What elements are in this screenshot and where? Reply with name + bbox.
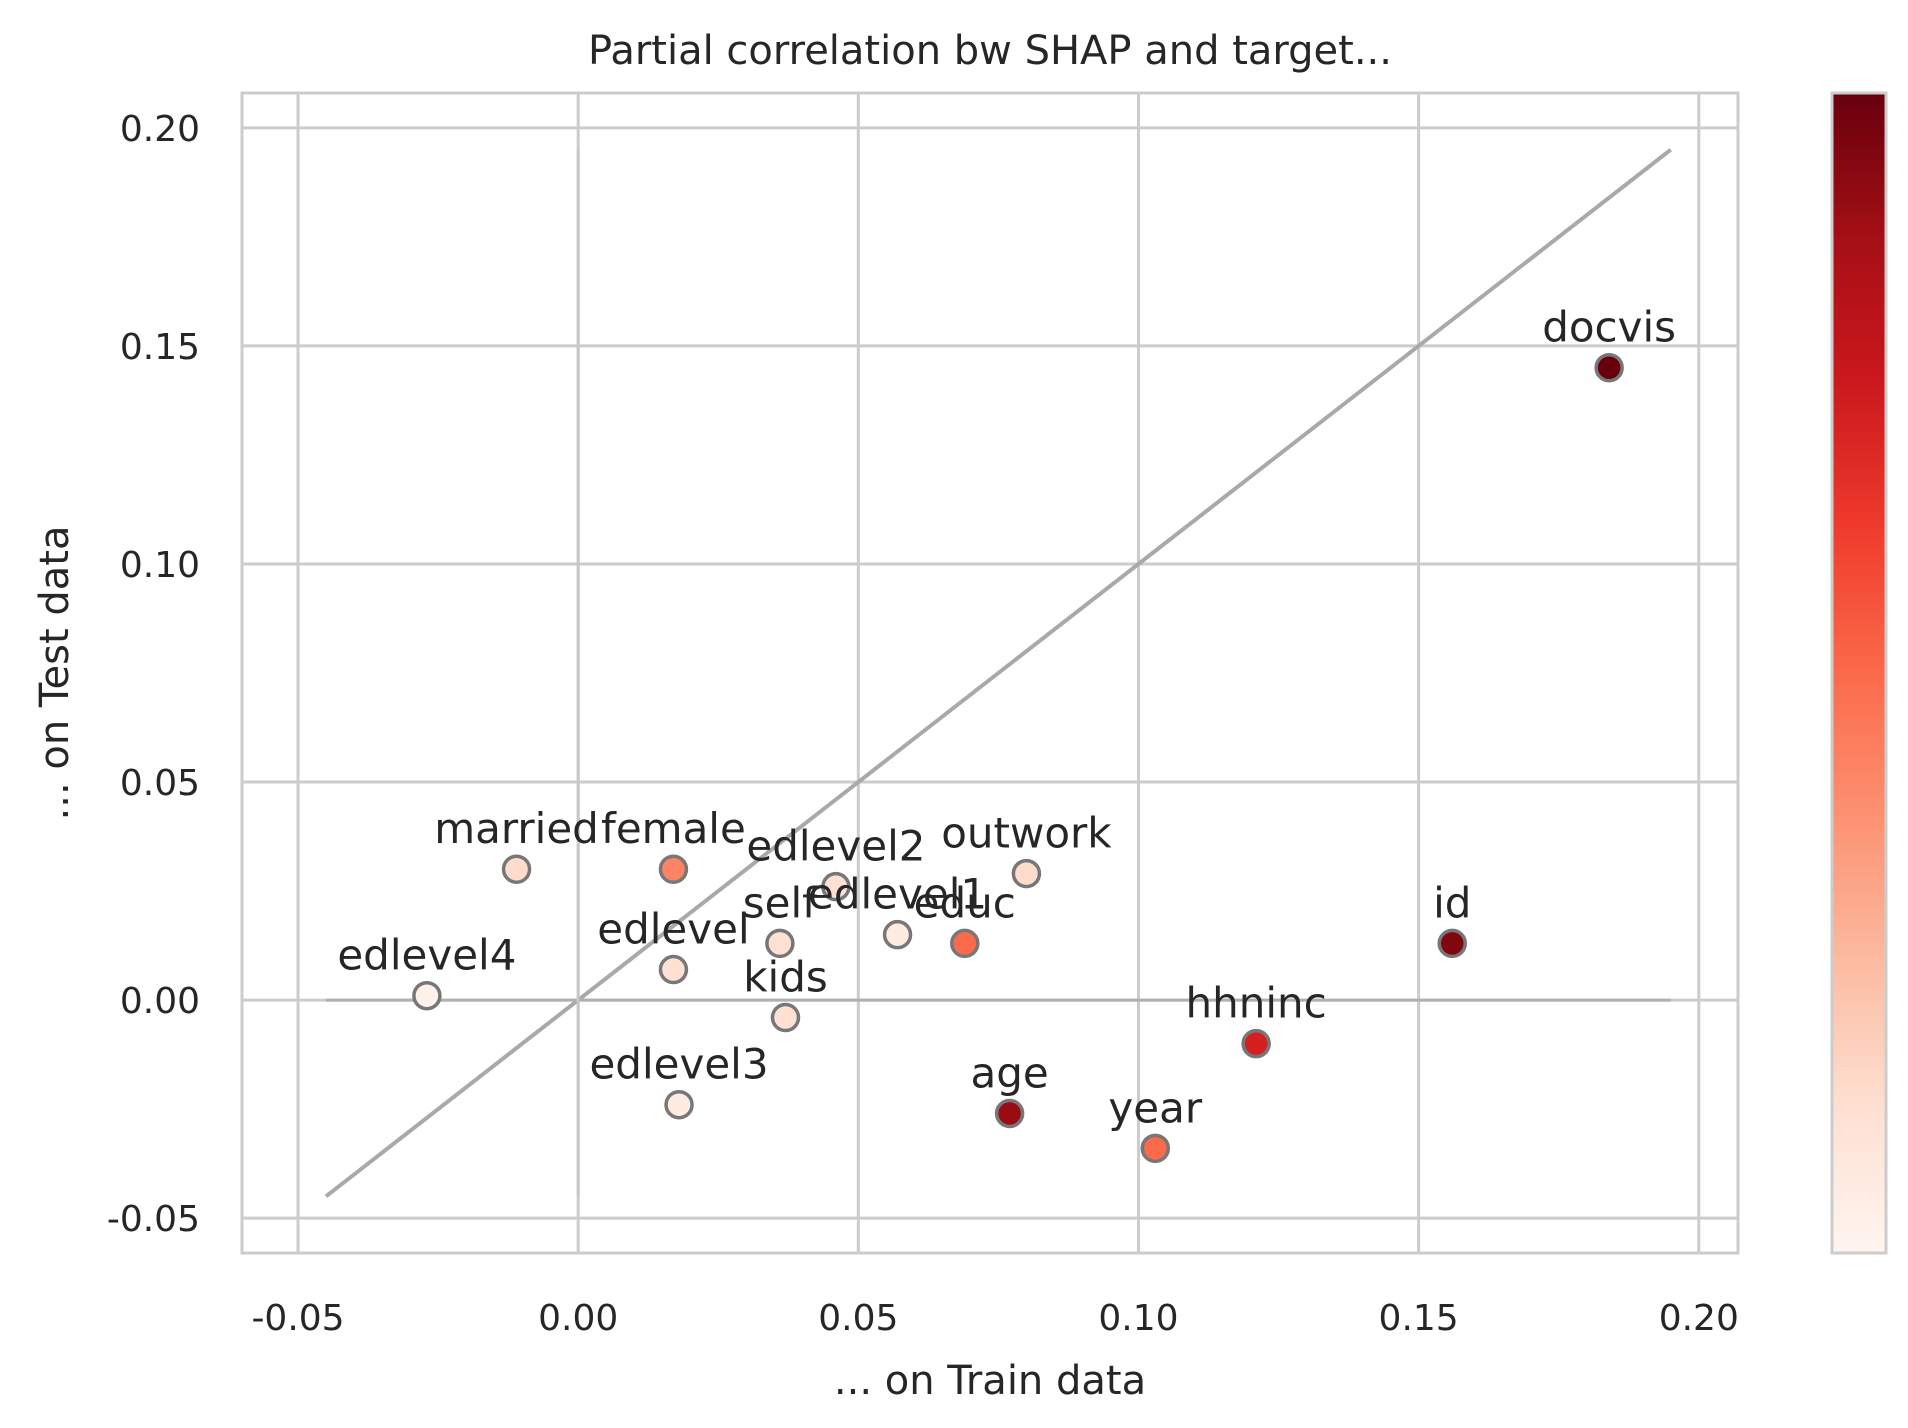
data-point: [770, 1002, 801, 1033]
data-point: [1241, 1028, 1271, 1059]
colorbar: [1830, 91, 1888, 1255]
y-tick-label: -0.05: [107, 1199, 200, 1240]
point-label: edlevel3: [589, 1040, 768, 1089]
data-point: [1011, 858, 1042, 889]
x-tick-label: 0.05: [818, 1298, 898, 1339]
data-point: [994, 1098, 1025, 1129]
diagonal-reference-line: [324, 148, 1672, 1198]
point-label: age: [970, 1048, 1048, 1097]
y-ticks: -0.05 0.00 0.05 0.10 0.15 0.20: [107, 109, 200, 1240]
x-tick-label: -0.05: [251, 1298, 344, 1339]
point-label: id: [1433, 878, 1471, 927]
point-label: edlevel2: [746, 822, 925, 871]
point-label: year: [1108, 1083, 1202, 1132]
y-tick-label: 0.10: [120, 545, 200, 586]
point-label: edlevel4: [337, 931, 516, 980]
x-ticks: -0.05 0.00 0.05 0.10 0.15 0.20: [251, 1298, 1738, 1339]
points: [412, 352, 1624, 1164]
data-point: [1594, 352, 1624, 383]
point-labels: docvis id age hhninc year educ female outwork ma…: [337, 303, 1676, 1133]
point-label: hhninc: [1186, 979, 1327, 1028]
y-tick-label: 0.20: [120, 109, 200, 150]
reference-lines: [324, 148, 1672, 1198]
x-tick-label: 0.15: [1379, 1298, 1459, 1339]
y-axis-label: ... on Test data: [32, 526, 78, 821]
data-point: [664, 1089, 694, 1120]
data-point: [821, 871, 851, 902]
data-point: [658, 854, 689, 884]
plot-frame: [240, 91, 1740, 1255]
point-label: married: [434, 804, 599, 853]
data-point: [950, 928, 980, 959]
data-point: [882, 919, 913, 950]
y-tick-label: 0.00: [120, 981, 200, 1022]
x-tick-label: 0.20: [1659, 1298, 1739, 1339]
data-point: [765, 928, 795, 959]
point-label: self: [743, 878, 818, 927]
data-point: [1437, 928, 1467, 959]
point-label: outwork: [941, 809, 1112, 858]
y-tick-label: 0.05: [120, 763, 200, 804]
data-point: [1140, 1133, 1171, 1164]
point-label: edlevel1: [808, 870, 987, 919]
x-axis-label: ... on Train data: [834, 1358, 1146, 1404]
point-label: female: [601, 804, 746, 853]
point-label: kids: [743, 953, 828, 1002]
data-point: [658, 954, 689, 985]
y-tick-label: 0.15: [120, 327, 200, 368]
x-tick-label: 0.00: [538, 1298, 618, 1339]
x-tick-label: 0.10: [1098, 1298, 1178, 1339]
point-label: educ: [914, 878, 1016, 927]
grid: [242, 93, 1738, 1253]
point-label: docvis: [1542, 303, 1676, 352]
data-point: [501, 854, 532, 884]
point-label: edlevel: [597, 905, 749, 954]
chart-title: Partial correlation bw SHAP and target..…: [588, 28, 1392, 74]
data-point: [412, 980, 442, 1011]
